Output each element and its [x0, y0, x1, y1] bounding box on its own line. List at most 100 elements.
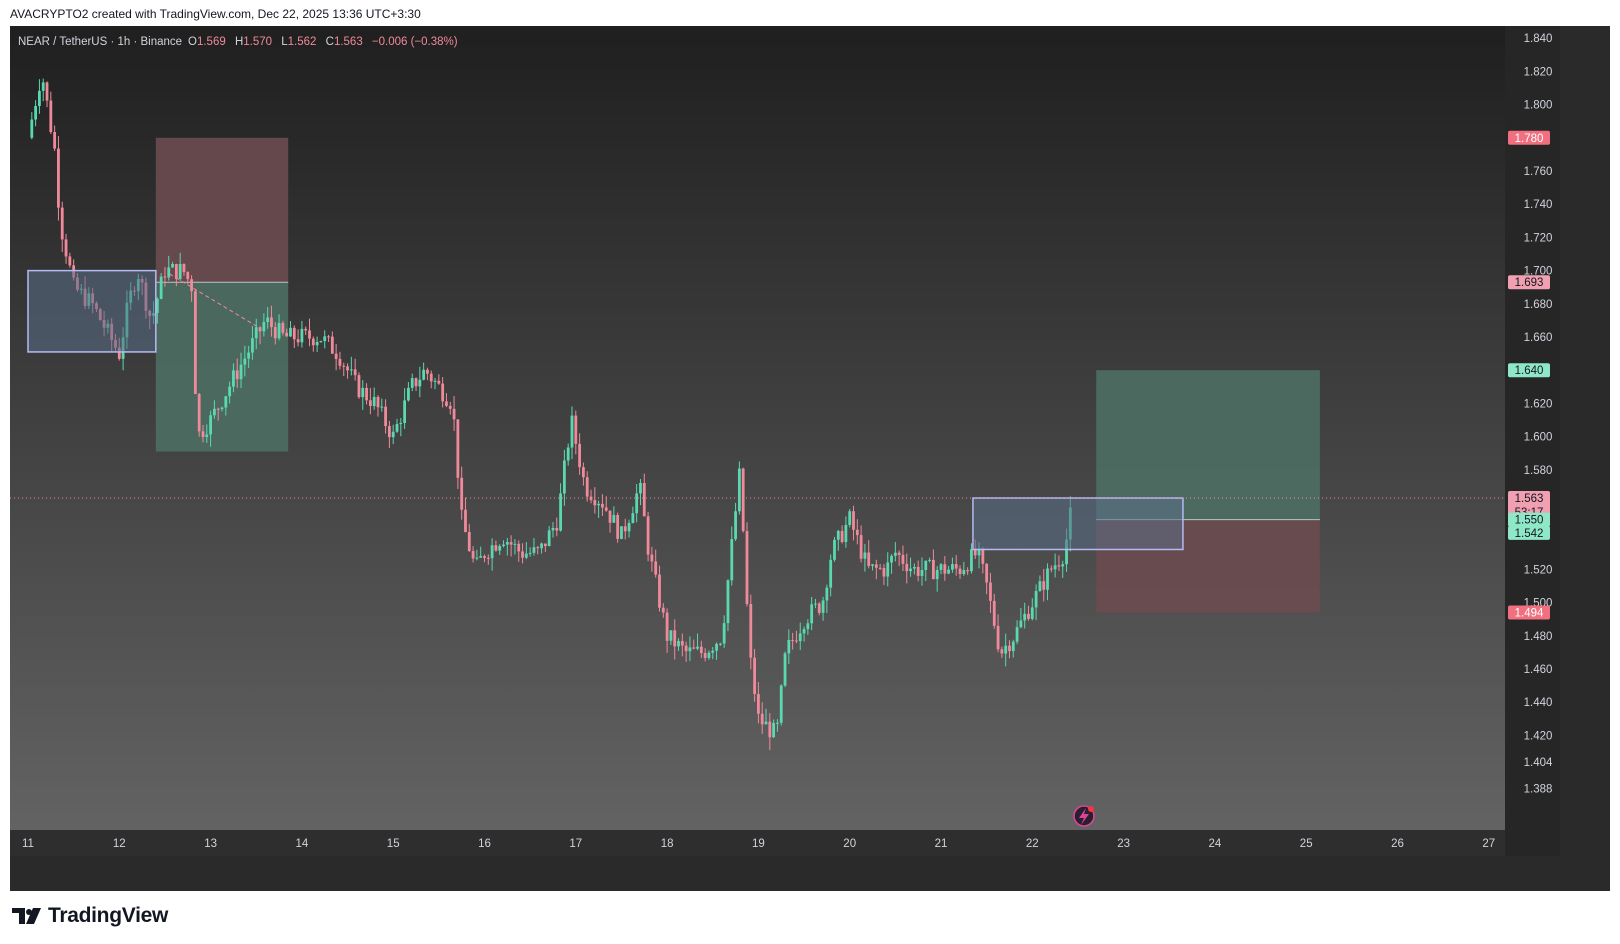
- price-chart[interactable]: 1.840 1.820 1.800 1.760 1.740 1.720 1.700 1.680…: [10, 26, 1610, 891]
- candle-body: [646, 516, 650, 555]
- candle-body: [220, 407, 224, 409]
- candle-body: [859, 535, 863, 559]
- candle-body: [798, 633, 802, 642]
- candle-body: [783, 653, 787, 686]
- candle-body: [543, 543, 547, 547]
- candle-body: [776, 722, 779, 724]
- candle-body: [346, 366, 349, 371]
- price-label: 1.693: [1515, 277, 1544, 289]
- candle-body: [597, 503, 601, 506]
- time-tick-label: 12: [113, 838, 126, 850]
- candle-body: [486, 557, 490, 559]
- candle-body: [935, 569, 939, 580]
- candle-body: [1057, 565, 1061, 567]
- candle-body: [380, 406, 384, 408]
- candle-body: [330, 336, 334, 354]
- candle-body: [441, 383, 445, 402]
- candle-body: [817, 603, 821, 613]
- candle-body: [349, 369, 353, 371]
- candle-body: [673, 630, 677, 647]
- tradingview-logo[interactable]: TradingView: [12, 903, 168, 929]
- candle-body: [810, 604, 814, 624]
- candle-body: [692, 647, 696, 649]
- candle-body: [1061, 564, 1065, 567]
- candle-body: [479, 556, 483, 558]
- candle-body: [464, 509, 467, 533]
- candle-body: [806, 623, 810, 630]
- time-tick-label: 24: [1209, 838, 1222, 850]
- candle-body: [1015, 627, 1019, 642]
- candle-body: [524, 553, 528, 558]
- price-label: 1.494: [1515, 608, 1544, 620]
- candle-body: [387, 426, 391, 438]
- candle-body: [216, 408, 220, 410]
- candle-body: [585, 477, 589, 497]
- candle-body: [718, 643, 722, 645]
- candle-body: [840, 530, 844, 543]
- candle-body: [357, 375, 361, 398]
- candle-body: [174, 264, 178, 279]
- time-tick-label: 23: [1117, 838, 1130, 850]
- candle-body: [361, 387, 365, 398]
- candle-body: [722, 623, 726, 644]
- candle-body: [928, 559, 931, 561]
- candle-body: [570, 415, 574, 448]
- candle-body: [757, 694, 760, 714]
- alert-lightning-icon[interactable]: [1073, 805, 1095, 827]
- candle-body: [562, 460, 566, 494]
- price-tick-label: 1.580: [1524, 465, 1553, 477]
- profit-zone-1[interactable]: [155, 282, 289, 452]
- candle-body: [787, 639, 791, 654]
- position-zones[interactable]: [155, 137, 1320, 613]
- candle-body: [34, 106, 38, 120]
- candle-body: [505, 542, 509, 545]
- candle-body: [635, 493, 639, 514]
- candle-body: [795, 640, 798, 642]
- candle-body: [623, 526, 627, 532]
- price-tick-label: 1.520: [1524, 564, 1553, 576]
- candle-body: [262, 322, 266, 332]
- profit-zone-3[interactable]: [1096, 370, 1320, 520]
- candle-body: [368, 400, 372, 407]
- candle-body: [741, 468, 745, 532]
- candle-body: [311, 338, 315, 346]
- candle-body: [414, 378, 418, 387]
- candle-body: [327, 336, 330, 338]
- price-tick-label: 1.388: [1524, 784, 1553, 796]
- candle-body: [460, 477, 464, 510]
- candle-body: [467, 532, 471, 552]
- candle-body: [715, 643, 718, 651]
- candle-body: [1023, 613, 1027, 621]
- candle-body: [517, 543, 521, 552]
- candle-body: [213, 408, 216, 416]
- price-tick-label: 1.820: [1524, 66, 1553, 78]
- candle-body: [559, 493, 562, 531]
- candle-body: [574, 415, 578, 444]
- loss-zone-0[interactable]: [155, 137, 289, 283]
- candle-body: [1019, 620, 1023, 628]
- candle-body: [532, 547, 536, 553]
- overlay-boxes[interactable]: [27, 269, 1184, 551]
- candle-body: [1011, 641, 1015, 652]
- candle-body: [836, 530, 840, 540]
- chart-frame[interactable]: 1.840 1.820 1.800 1.760 1.740 1.720 1.700 1.680…: [10, 26, 1610, 891]
- author-line: AVACRYPTO2 created with TradingView.com,…: [10, 7, 421, 21]
- candle-body: [699, 646, 703, 654]
- price-tick-label: 1.480: [1524, 631, 1553, 643]
- candle-body: [962, 570, 966, 574]
- time-tick-label: 11: [22, 838, 34, 850]
- candle-body: [703, 653, 707, 659]
- candle-body: [665, 612, 669, 641]
- candle-body: [593, 500, 597, 506]
- candle-body: [954, 564, 958, 569]
- price-label-bg: [1508, 491, 1550, 520]
- zone-box-5[interactable]: [972, 497, 1184, 551]
- candle-body: [270, 317, 273, 328]
- candle-body: [1008, 645, 1011, 652]
- price-label-bg: [1508, 130, 1550, 145]
- price-tick-label: 1.720: [1524, 232, 1553, 244]
- zone-box-2[interactable]: [27, 269, 157, 353]
- candle-body: [315, 341, 319, 346]
- candle-body: [916, 566, 920, 576]
